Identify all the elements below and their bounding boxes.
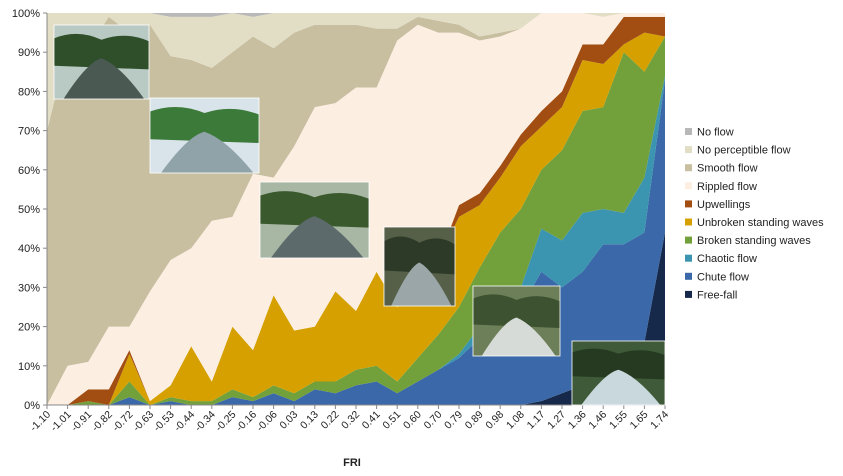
x-tick-label: -0.44: [172, 409, 198, 435]
x-tick-label: 1.65: [628, 409, 651, 432]
legend-swatch-no-flow: [685, 128, 692, 135]
legend-swatch-broken-standing-waves: [685, 236, 692, 244]
x-tick-label: 0.51: [380, 409, 403, 432]
x-tick-label: 1.36: [566, 409, 589, 432]
photo-waterfall: [571, 340, 666, 406]
x-tick-label: 0.03: [277, 409, 300, 432]
x-tick-label: -0.63: [131, 409, 157, 435]
x-tick-label: 0.60: [401, 409, 424, 432]
x-tick-label: 0.89: [463, 409, 486, 432]
x-tick-label: -0.91: [69, 409, 95, 435]
x-tick-label: -1.10: [28, 409, 54, 435]
y-tick-label: 80%: [18, 86, 40, 98]
x-tick-label: -0.16: [234, 409, 260, 435]
y-tick-label: 50%: [18, 204, 40, 216]
legend-label-no-perceptible-flow: No perceptible flow: [697, 145, 791, 157]
x-tick-label: 0.32: [339, 409, 362, 432]
x-tick-label: 1.08: [504, 409, 527, 432]
area-broken-standing-waves: [47, 36, 665, 406]
area-chaotic-flow: [47, 75, 665, 405]
area-no-perceptible-flow: [47, 13, 665, 131]
legend-swatch-rippled-flow: [685, 182, 692, 190]
legend-swatch-free-fall: [685, 290, 692, 298]
legend-swatch-unbroken-standing-waves: [685, 218, 692, 226]
legend-label-upwellings: Upwellings: [697, 199, 751, 211]
photos: [53, 24, 666, 406]
y-tick-label: 20%: [18, 322, 40, 334]
photo-wide-river: [259, 181, 370, 259]
x-tick-label: 1.27: [545, 409, 568, 432]
x-tick-label: 0.79: [442, 409, 465, 432]
legend-label-free-fall: Free-fall: [697, 289, 737, 301]
x-tick-label: -0.06: [254, 409, 280, 435]
x-tick-label: 0.22: [319, 409, 342, 432]
x-tick-label: 1.17: [525, 409, 548, 432]
legend-label-smooth-flow: Smooth flow: [697, 163, 758, 175]
legend-label-unbroken-standing-waves: Unbroken standing waves: [697, 217, 824, 229]
y-tick-label: 0%: [24, 400, 40, 412]
x-tick-label: 0.13: [298, 409, 321, 432]
area-no-flow: [47, 13, 665, 17]
x-tick-label: -1.01: [48, 409, 74, 435]
x-tick-label: -0.82: [90, 409, 116, 435]
legend-swatch-no-perceptible-flow: [685, 146, 692, 154]
legend-swatch-smooth-flow: [685, 164, 692, 172]
photo-channel: [149, 97, 260, 174]
legend-label-rippled-flow: Rippled flow: [697, 181, 757, 193]
x-tick-label: 1.46: [586, 409, 609, 432]
x-axis-label: FRI: [343, 457, 361, 469]
y-tick-label: 70%: [18, 126, 40, 138]
area-upwellings: [47, 16, 665, 405]
x-tick-label: -0.53: [151, 409, 177, 435]
legend-label-chute-flow: Chute flow: [697, 271, 749, 283]
legend: No flow No perceptible flow Smooth flow Rip…: [685, 127, 824, 301]
y-tick-label: 60%: [18, 165, 40, 177]
x-tick-label: 0.70: [422, 409, 445, 432]
y-tick-label: 100%: [12, 8, 40, 20]
photo-rocky-stream: [383, 226, 456, 307]
photo-rapids: [472, 285, 561, 357]
x-tick-label: 1.74: [648, 409, 671, 432]
legend-swatch-chute-flow: [685, 272, 692, 280]
legend-label-broken-standing-waves: Broken standing waves: [697, 235, 811, 247]
y-tick-label: 10%: [18, 361, 40, 373]
y-tick-label: 40%: [18, 243, 40, 255]
area-unbroken-standing-waves: [47, 32, 665, 405]
x-tick-label: 1.55: [607, 409, 630, 432]
legend-swatch-upwellings: [685, 200, 692, 208]
legend-label-no-flow: No flow: [697, 127, 734, 139]
legend-swatch-chaotic-flow: [685, 254, 692, 262]
x-tick-label: 0.98: [483, 409, 506, 432]
x-tick-label: -0.25: [213, 409, 239, 435]
x-tick-label: 0.41: [360, 409, 383, 432]
photo-calm-river: [53, 24, 150, 100]
y-tick-label: 90%: [18, 47, 40, 59]
y-tick-label: 30%: [18, 282, 40, 294]
x-tick-label: -0.34: [193, 409, 219, 435]
legend-label-chaotic-flow: Chaotic flow: [697, 253, 757, 265]
x-tick-label: -0.72: [110, 409, 136, 435]
